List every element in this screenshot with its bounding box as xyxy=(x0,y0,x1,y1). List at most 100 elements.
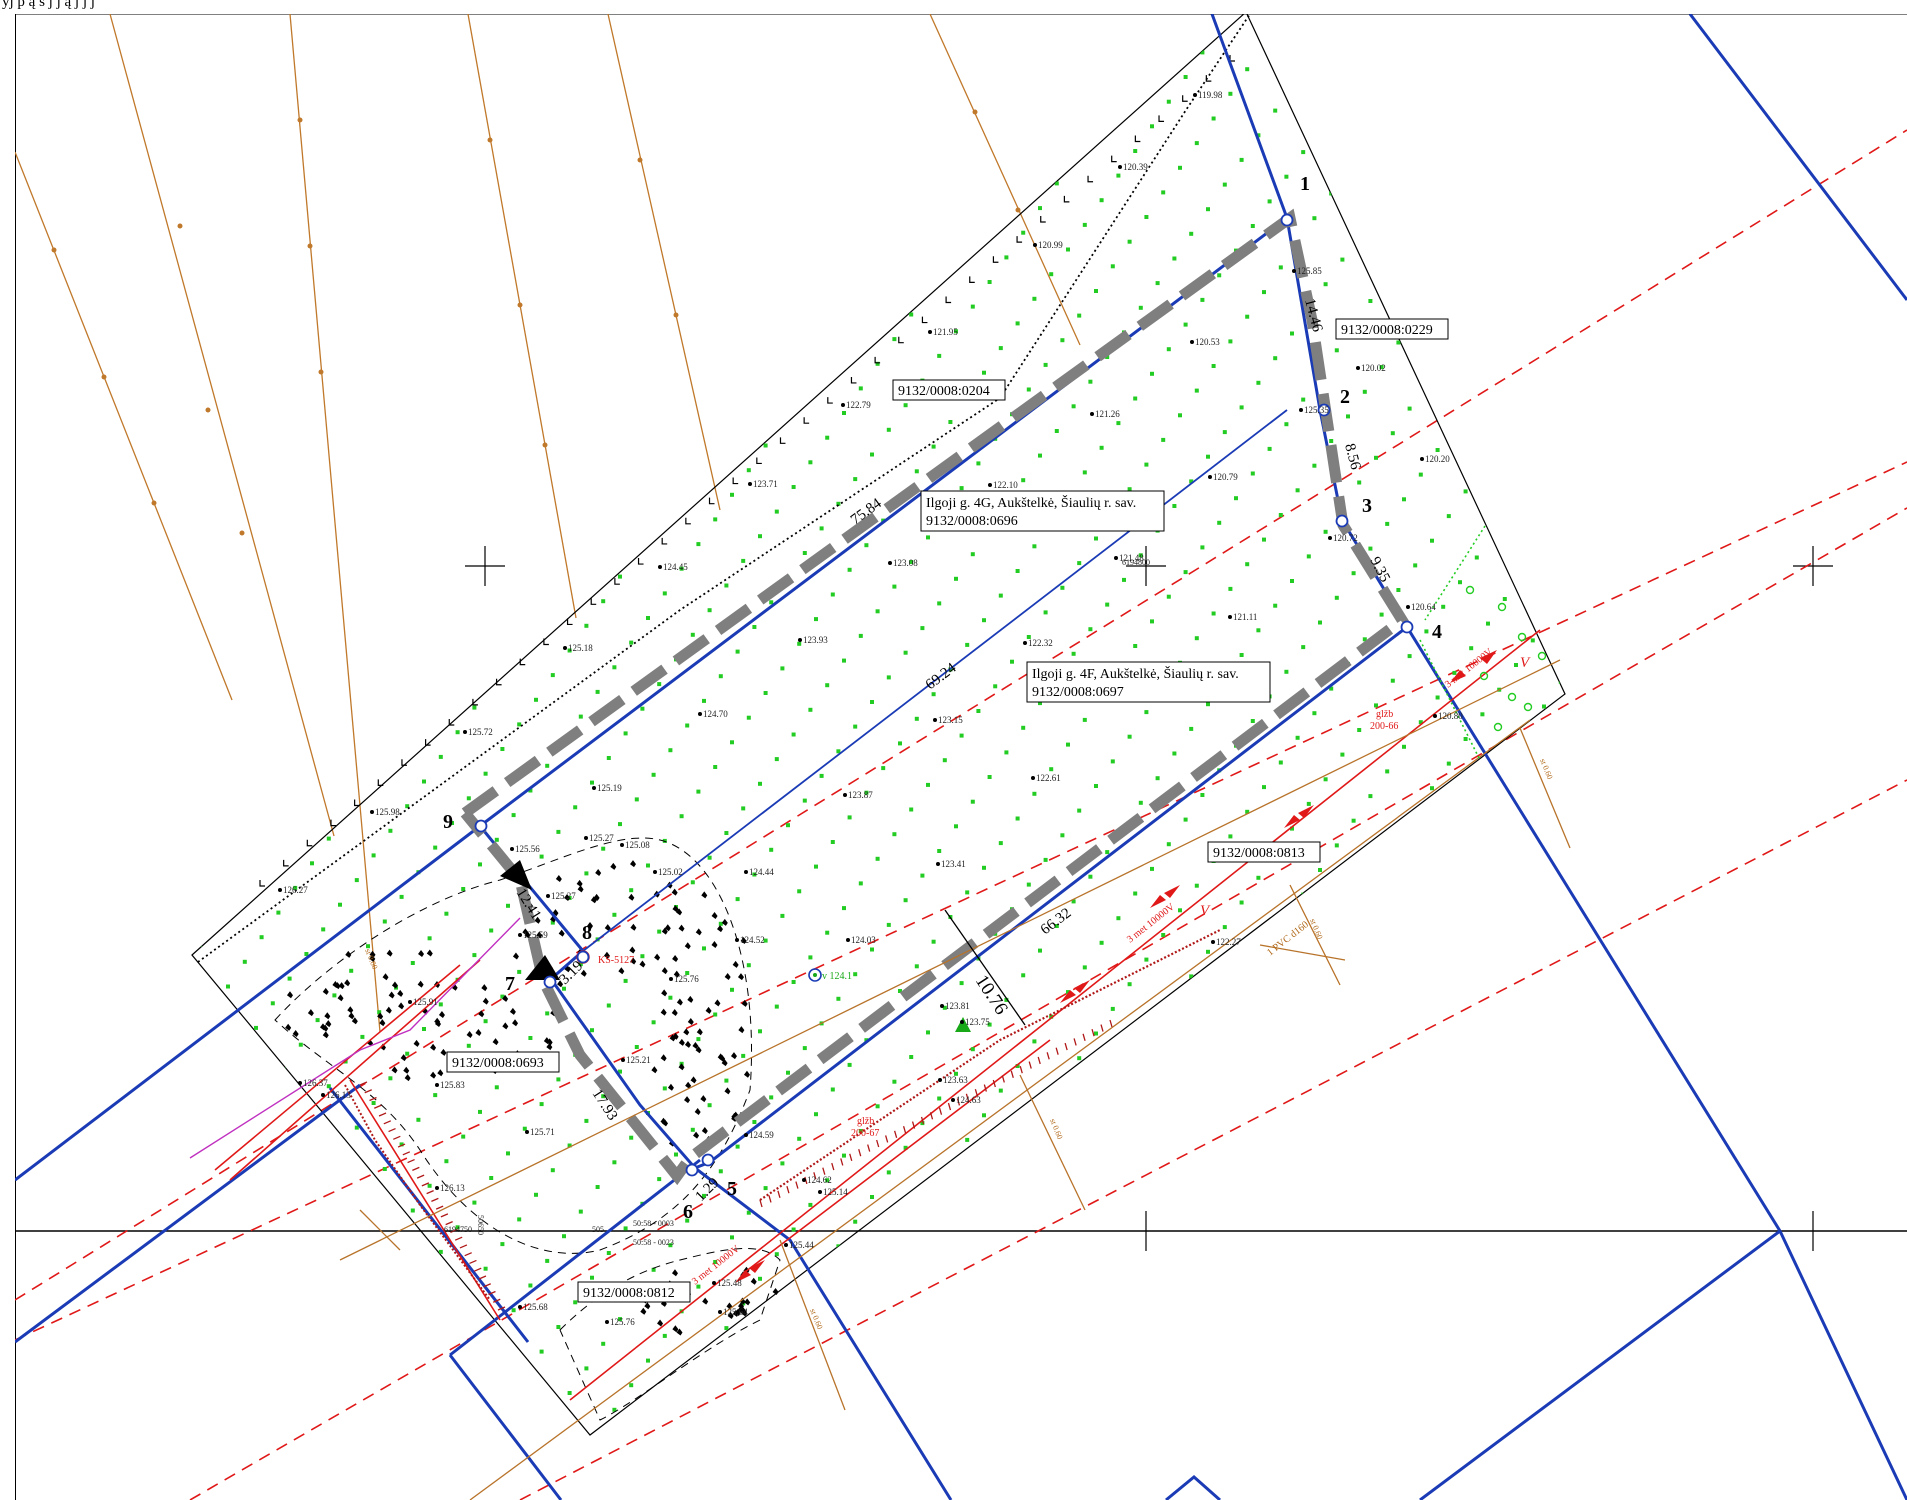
grass-dot xyxy=(511,70,516,75)
grass-dot xyxy=(629,640,634,645)
grass-dot xyxy=(606,261,611,265)
elevation-value: 125.35 xyxy=(1304,405,1329,415)
grass-dot xyxy=(276,1158,281,1163)
grass-dot xyxy=(1452,670,1457,675)
grass-dot xyxy=(741,558,746,563)
grass-dot xyxy=(371,605,376,610)
grass-dot xyxy=(377,1010,382,1015)
grass-dot xyxy=(590,1028,594,1033)
elevation-value: 123.08 xyxy=(893,558,918,568)
grass-dot xyxy=(1536,795,1541,800)
grass-dot xyxy=(942,1253,947,1258)
grass-dot xyxy=(774,757,779,762)
address-label-4g[interactable]: Ilgoji g. 4G, Aukštelkė, Šiaulių r. sav.… xyxy=(920,490,1165,532)
grass-dot xyxy=(998,98,1003,103)
grass-dot xyxy=(1082,470,1087,475)
grass-dot xyxy=(1127,487,1132,492)
grass-dot xyxy=(1150,1361,1154,1366)
power-v-1: V xyxy=(1520,655,1531,671)
grass-dot xyxy=(948,420,953,424)
grass-dot xyxy=(886,922,891,927)
shrub-symbol xyxy=(502,994,509,1002)
grass-dot xyxy=(1469,1388,1474,1393)
grass-dot xyxy=(1435,1190,1440,1195)
well-symbol[interactable] xyxy=(808,968,822,982)
grass-dot xyxy=(399,152,404,157)
grass-dot xyxy=(466,1291,471,1296)
grass-dot xyxy=(752,1120,757,1124)
grass-dot xyxy=(1547,118,1552,123)
grass-dot xyxy=(758,534,762,539)
dim-5-6: 1.29 xyxy=(693,1175,723,1205)
grass-dot xyxy=(293,885,298,890)
grass-dot xyxy=(1374,208,1378,213)
shrub-symbol xyxy=(348,1012,355,1020)
grass-dot xyxy=(550,1168,555,1173)
grass-dot xyxy=(1295,983,1300,988)
elevation-value: 122.61 xyxy=(1036,773,1061,783)
grass-dot xyxy=(657,682,662,687)
grass-dot xyxy=(326,589,331,594)
grass-dot xyxy=(1334,1090,1339,1095)
shrub-symbol xyxy=(502,1022,509,1030)
elevation-dot xyxy=(298,1081,302,1085)
parcel-label-0204[interactable]: 9132/0008:0204 xyxy=(892,379,1006,401)
grass-dot xyxy=(1497,935,1502,940)
grass-dot xyxy=(444,416,449,421)
grass-dot xyxy=(1564,94,1565,99)
grass-dot xyxy=(746,963,751,968)
shrub-symbol xyxy=(687,1017,694,1025)
parcel-label-0229[interactable]: 9132/0008:0229 xyxy=(1335,318,1449,340)
grass-dot xyxy=(1217,273,1222,278)
grass-dot xyxy=(942,1005,947,1010)
grass-dot xyxy=(898,1236,902,1241)
grass-dot xyxy=(1458,1322,1462,1327)
grass-dot xyxy=(1374,455,1378,460)
grass-dot xyxy=(1441,852,1446,857)
grass-dot xyxy=(1166,99,1171,104)
grass-dot xyxy=(1127,734,1132,739)
grass-dot xyxy=(405,1051,410,1056)
parcel-label-0693[interactable]: 9132/0008:0693 xyxy=(446,1051,560,1073)
grass-dot xyxy=(875,361,880,366)
grass-dot xyxy=(948,1410,953,1415)
dim-2-3: 8.56 xyxy=(1341,442,1363,472)
grass-dot xyxy=(1077,808,1082,813)
grass-dot xyxy=(438,507,443,512)
grass-dot xyxy=(998,1088,1003,1093)
grass-dot xyxy=(315,275,320,280)
shrub-symbol xyxy=(676,908,683,916)
parcel-label-0813[interactable]: 9132/0008:0813 xyxy=(1207,841,1321,863)
grass-dot xyxy=(769,352,774,357)
grass-dot xyxy=(1502,1092,1507,1096)
grass-dot xyxy=(954,1071,958,1076)
grass-dot xyxy=(909,1302,914,1307)
shrub-symbol xyxy=(369,954,376,962)
shrub-symbol xyxy=(640,1307,647,1315)
parcel-label-0812[interactable]: 9132/0008:0812 xyxy=(577,1281,691,1303)
grass-dot xyxy=(886,427,891,432)
elevation-value: 125.14 xyxy=(823,1187,848,1197)
grass-dot xyxy=(1043,610,1048,615)
grass-dot xyxy=(181,473,185,477)
shrub-symbol xyxy=(440,1048,447,1056)
green-dotted xyxy=(1419,525,1486,761)
grass-dot xyxy=(1486,621,1490,626)
grass-dot xyxy=(1278,513,1283,517)
grass-dot xyxy=(1396,340,1401,345)
power-lines xyxy=(214,629,1541,1401)
grass-dot xyxy=(1105,355,1110,359)
grass-dot xyxy=(1066,1237,1070,1242)
elevation-dot xyxy=(712,1281,716,1285)
grass-dot xyxy=(511,318,516,323)
grass-dot xyxy=(1049,767,1054,772)
address-label-4f[interactable]: Ilgoji g. 4F, Aukštelkė, Šiaulių r. sav.… xyxy=(1026,661,1271,703)
grass-dot xyxy=(343,812,348,816)
shrub-symbol xyxy=(743,1070,750,1078)
grass-dot xyxy=(1346,414,1350,419)
grass-dot xyxy=(1082,222,1087,227)
grass-dot xyxy=(1542,952,1546,956)
grass-dot xyxy=(926,535,930,540)
grass-dot xyxy=(679,814,684,819)
